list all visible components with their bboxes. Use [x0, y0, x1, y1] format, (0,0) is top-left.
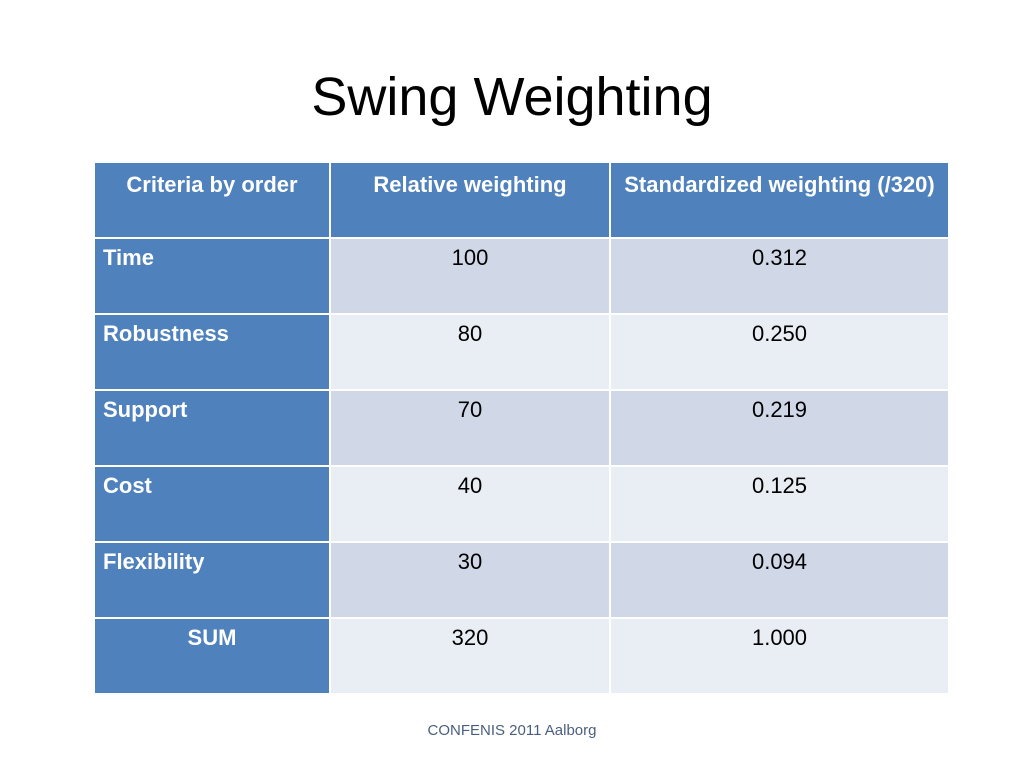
- swing-weighting-table: Criteria by order Relative weighting Sta…: [93, 161, 950, 695]
- sum-row: SUM 320 1.000: [93, 617, 950, 695]
- standardized-weight-cell: 0.125: [609, 465, 950, 543]
- header-relative-weighting: Relative weighting: [329, 161, 611, 239]
- standardized-weight-cell: 0.250: [609, 313, 950, 391]
- standardized-weight-cell: 0.219: [609, 389, 950, 467]
- header-criteria: Criteria by order: [93, 161, 331, 239]
- criterion-cell: Flexibility: [93, 541, 331, 619]
- slide-footer: CONFENIS 2011 Aalborg: [427, 722, 597, 739]
- relative-weight-cell: 70: [329, 389, 611, 467]
- table-header-row: Criteria by order Relative weighting Sta…: [93, 161, 950, 239]
- sum-standardized-cell: 1.000: [609, 617, 950, 695]
- sum-label-cell: SUM: [93, 617, 331, 695]
- table-row: Robustness 80 0.250: [93, 313, 950, 391]
- sum-relative-cell: 320: [329, 617, 611, 695]
- criterion-cell: Time: [93, 237, 331, 315]
- standardized-weight-cell: 0.094: [609, 541, 950, 619]
- slide-title: Swing Weighting: [311, 67, 713, 127]
- relative-weight-cell: 100: [329, 237, 611, 315]
- criterion-cell: Support: [93, 389, 331, 467]
- relative-weight-cell: 80: [329, 313, 611, 391]
- table-row: Time 100 0.312: [93, 237, 950, 315]
- relative-weight-cell: 40: [329, 465, 611, 543]
- criterion-cell: Robustness: [93, 313, 331, 391]
- table-row: Cost 40 0.125: [93, 465, 950, 543]
- relative-weight-cell: 30: [329, 541, 611, 619]
- table-row: Support 70 0.219: [93, 389, 950, 467]
- standardized-weight-cell: 0.312: [609, 237, 950, 315]
- criterion-cell: Cost: [93, 465, 331, 543]
- header-standardized-weighting: Standardized weighting (/320): [609, 161, 950, 239]
- table-row: Flexibility 30 0.094: [93, 541, 950, 619]
